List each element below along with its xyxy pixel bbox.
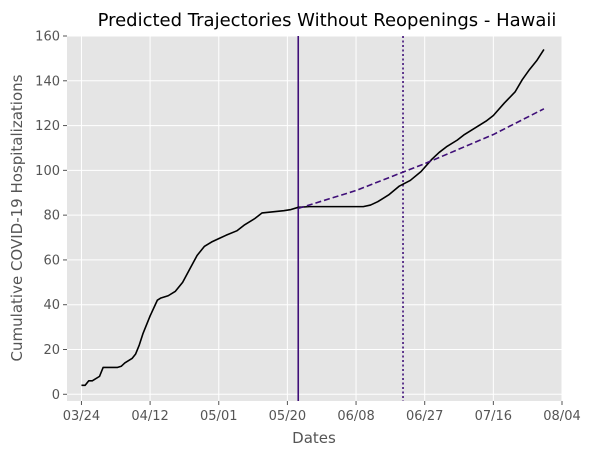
series-line-projected — [298, 108, 545, 210]
x-axis-label: Dates — [292, 429, 336, 447]
x-tick-label: 04/12 — [131, 409, 168, 424]
y-tick-label: 40 — [43, 298, 60, 313]
x-tick-label: 05/20 — [269, 409, 306, 424]
y-axis-label: Cumulative COVID-19 Hospitalizations — [8, 74, 26, 361]
x-tick-label: 08/04 — [543, 409, 580, 424]
x-tick-label: 03/24 — [63, 409, 100, 424]
plot-area — [67, 36, 562, 401]
y-tick-label: 140 — [35, 74, 60, 89]
y-tick-label: 160 — [35, 30, 60, 45]
series-line-observed — [81, 49, 545, 387]
reference-lines — [297, 36, 404, 401]
x-tick-label: 06/08 — [337, 409, 374, 424]
x-tick-labels: 03/24 04/12 05/01 05/20 06/08 06/27 07/16 08/04 — [63, 401, 581, 424]
y-tick-label: 80 — [43, 209, 60, 224]
chart-title: Predicted Trajectories Without Reopening… — [98, 10, 557, 31]
y-tick-label: 100 — [35, 164, 60, 179]
y-tick-label: 0 — [52, 388, 60, 403]
x-tick-label: 07/16 — [475, 409, 512, 424]
gridlines — [67, 35, 563, 401]
x-tick-label: 06/27 — [406, 409, 443, 424]
series-group — [81, 49, 545, 387]
y-tick-label: 120 — [35, 119, 60, 134]
x-tick-label: 05/01 — [200, 409, 237, 424]
y-tick-label: 60 — [43, 253, 60, 268]
y-tick-label: 20 — [43, 343, 60, 358]
y-tick-labels: 0 20 40 60 80 100 120 140 160 — [35, 30, 67, 403]
